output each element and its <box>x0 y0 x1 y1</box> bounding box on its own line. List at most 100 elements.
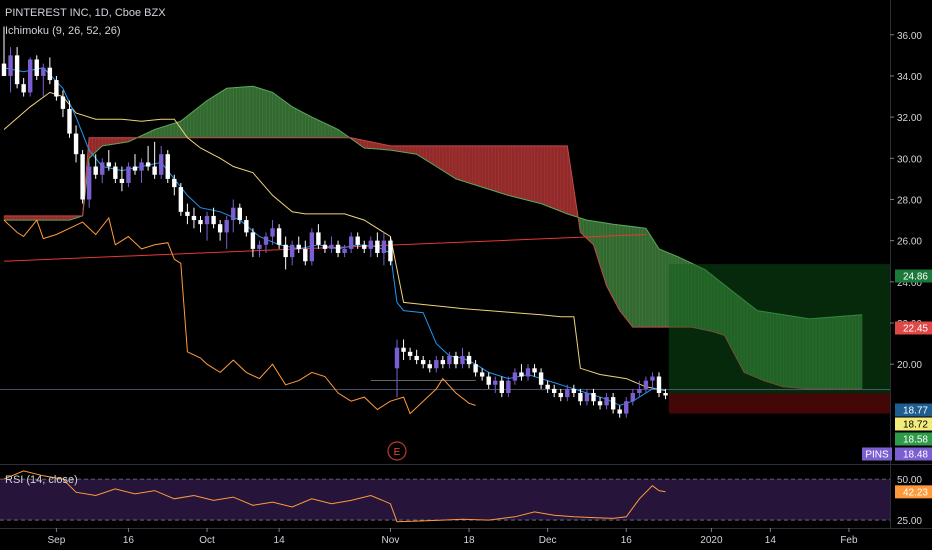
candle-body <box>335 244 341 253</box>
candle-body <box>270 228 275 237</box>
cloud-segment <box>439 145 444 172</box>
lagging-span <box>3 216 476 415</box>
y-tick-label: 24.00 <box>897 278 922 289</box>
cloud-segment <box>553 145 558 211</box>
cloud-segment <box>180 118 185 138</box>
cloud-segment <box>524 145 529 201</box>
cloud-segment <box>521 145 526 200</box>
cloud-segment <box>187 112 191 138</box>
candle-body <box>152 166 157 175</box>
cloud-segment <box>206 98 211 138</box>
y-tick-label: 20.00 <box>897 360 922 371</box>
candle-body <box>414 355 419 361</box>
cloud-segment <box>236 86 241 138</box>
x-tick-label: 14 <box>765 535 777 546</box>
rsi-band <box>0 479 890 521</box>
candle-body <box>362 244 367 249</box>
cloud-segment <box>213 93 218 138</box>
candle-body <box>375 240 380 253</box>
earnings-event-icon[interactable] <box>387 441 407 461</box>
cloud-segment <box>652 237 657 328</box>
candle-body <box>571 388 577 393</box>
candle-body <box>519 372 524 377</box>
time-axis[interactable]: Sep 16 Oct 14 Nov 18 Dec 16 2020 14 Feb <box>0 528 932 546</box>
cloud-segment <box>449 145 454 178</box>
cloud-segment <box>661 249 666 328</box>
cloud-segment <box>363 140 368 149</box>
target-zone <box>668 264 890 394</box>
position-zones <box>0 264 890 414</box>
earnings-event-label: E <box>394 447 401 458</box>
cloud-segment <box>665 251 670 328</box>
cloud-segment <box>62 215 67 221</box>
price-label-box <box>895 403 932 417</box>
candle-body <box>86 166 92 200</box>
candle-body <box>479 372 485 377</box>
rsi-value-box <box>895 485 932 499</box>
candle-body <box>453 355 459 365</box>
cloud-segment <box>174 121 178 138</box>
candle-body <box>185 211 190 216</box>
cloud-segment <box>589 220 594 246</box>
cloud-segment <box>46 215 51 221</box>
cloud-segment <box>494 145 499 193</box>
candle-body <box>21 84 26 93</box>
candle-body <box>126 166 131 183</box>
candle-body <box>545 384 550 389</box>
cloud-segment <box>301 111 306 138</box>
cloud-segment <box>246 86 250 138</box>
cloud-segment <box>291 106 296 138</box>
rsi-tick-label: 50.00 <box>897 475 922 486</box>
cloud-segment <box>10 215 15 221</box>
x-tick-label: 2020 <box>700 535 723 546</box>
cloud-segment <box>36 215 41 221</box>
cloud-segment <box>468 145 473 185</box>
candle-body <box>290 244 295 258</box>
cloud-segment <box>49 215 54 221</box>
candle-body <box>473 364 478 373</box>
y-tick-label: 30.00 <box>897 154 922 165</box>
rsi-value-label: 42.23 <box>903 487 928 498</box>
candle-body <box>617 409 622 414</box>
price-label-box <box>895 432 932 446</box>
rsi-label[interactable]: RSI (14, close) <box>5 474 78 486</box>
price-label: 18.48 <box>903 450 928 461</box>
cloud-segment <box>563 145 568 215</box>
cloud-segment <box>619 224 624 316</box>
candle-body <box>178 187 184 212</box>
cloud-segment <box>226 87 231 138</box>
candle-body <box>303 248 308 262</box>
cloud-segment <box>511 145 516 198</box>
price-axis[interactable]: 20.0022.0024.0026.0028.0030.0032.0034.00… <box>862 0 932 528</box>
cloud-segment <box>29 215 34 221</box>
ticker-badge <box>862 447 892 461</box>
rsi-line <box>3 470 666 523</box>
candle-body <box>250 232 256 249</box>
cloud-segment <box>478 145 483 188</box>
rsi-tick-label: 25.00 <box>897 516 922 527</box>
cloud-segment <box>429 145 434 166</box>
cloud-segment <box>475 145 480 187</box>
cloud-segment <box>485 145 490 190</box>
cloud-segment <box>26 215 31 221</box>
cloud-segment <box>606 222 611 293</box>
cloud-segment <box>314 118 319 138</box>
x-tick-label: Feb <box>840 535 858 546</box>
indicator-label[interactable]: Ichimoku (9, 26, 52, 26) <box>5 25 121 37</box>
cloud-segment <box>537 145 542 204</box>
x-tick-label: Oct <box>199 535 215 546</box>
cloud-segment <box>33 215 38 221</box>
candle-body <box>578 393 583 402</box>
cloud-segment <box>252 85 257 138</box>
leading-span-b <box>4 137 862 390</box>
x-tick-label: 18 <box>463 535 475 546</box>
cloud-segment <box>635 226 640 328</box>
candle-body <box>231 207 236 221</box>
y-tick-label: 32.00 <box>897 113 922 124</box>
candle-body <box>630 393 635 402</box>
candle-body <box>237 207 242 221</box>
cloud-segment <box>403 145 408 153</box>
cloud-segment <box>39 215 44 221</box>
cloud-segment <box>229 87 234 138</box>
